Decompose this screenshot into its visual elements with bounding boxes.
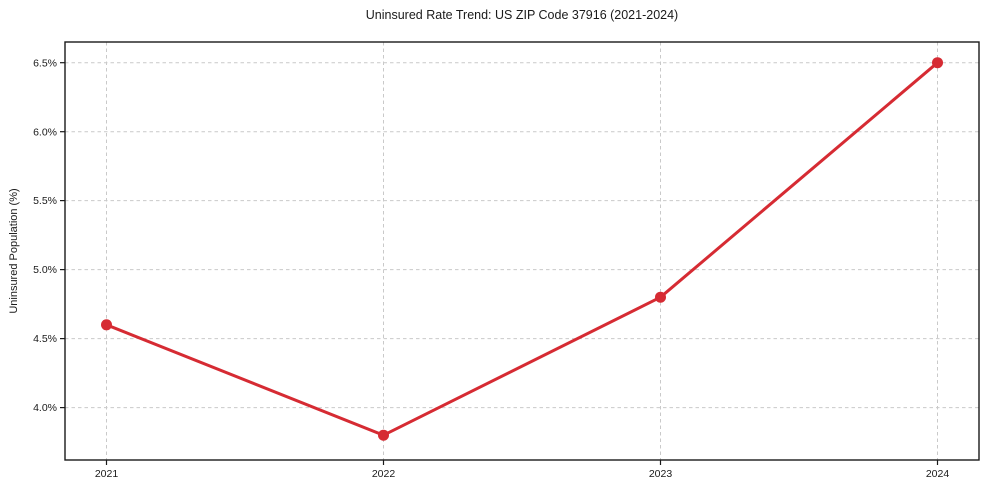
y-tick-label: 5.5% (33, 195, 57, 207)
y-tick-label: 6.5% (33, 57, 57, 69)
data-point (101, 319, 112, 331)
chart-title: Uninsured Rate Trend: US ZIP Code 37916 … (365, 8, 679, 22)
data-point (378, 429, 389, 441)
x-tick-label: 2024 (926, 468, 950, 480)
trend-line (105, 61, 939, 437)
y-tick-label: 4.0% (33, 402, 57, 414)
axes-spines (64, 41, 980, 461)
x-tick-label: 2022 (372, 468, 396, 480)
data-point (932, 57, 943, 69)
x-tick-label: 2021 (95, 468, 119, 480)
y-tick-label: 6.0% (33, 126, 57, 138)
data-point (655, 291, 666, 303)
y-tick-label: 4.5% (33, 333, 57, 345)
x-tick-label: 2023 (649, 468, 673, 480)
y-tick-label: 5.0% (33, 264, 57, 276)
